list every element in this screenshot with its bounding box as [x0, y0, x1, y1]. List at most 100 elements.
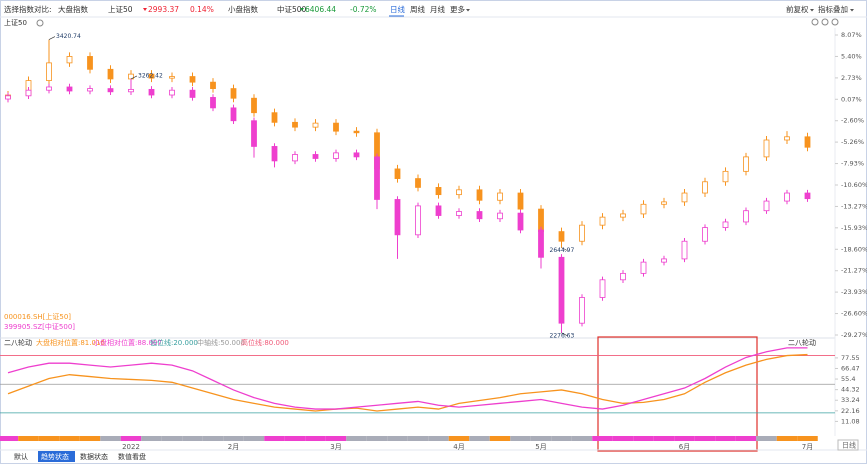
state-segment: [510, 436, 531, 441]
selection-box: [597, 336, 758, 452]
candle-body: [292, 154, 298, 162]
candle-body: [251, 120, 257, 147]
y-tick-label: -29.27%: [841, 331, 867, 339]
candle-body: [107, 68, 114, 80]
legend-entry: 大盘相对位置:81.016: [36, 338, 105, 347]
overlay-menu[interactable]: 指标叠加: [818, 4, 848, 14]
candle-body: [804, 192, 811, 200]
y-tick-label: 11.08: [841, 417, 860, 425]
candle-body: [661, 201, 667, 205]
state-segment: [182, 436, 203, 441]
annotation: 2276.63: [550, 332, 575, 339]
candle-body: [681, 240, 688, 260]
y-tick-label: -21.27%: [841, 267, 867, 275]
candle-body: [558, 231, 565, 242]
candle-body: [517, 212, 524, 231]
state-segment: [0, 436, 19, 441]
candle-body: [271, 112, 278, 123]
state-segment: [592, 436, 613, 441]
period-tab[interactable]: 日线: [390, 4, 405, 14]
selector-icon[interactable]: [36, 19, 44, 27]
candle-body: [661, 258, 667, 263]
compare-label: 选择指数对比:: [4, 4, 52, 14]
annotation: 3420.74: [56, 33, 81, 40]
candle-body: [599, 216, 606, 226]
candle-body: [25, 89, 32, 97]
legend-entry: 000016.SH[上证50]: [4, 312, 71, 321]
info-icon[interactable]: [811, 18, 819, 26]
x-tick-label: 5月: [535, 443, 546, 451]
candle-body: [333, 152, 339, 159]
state-segment: [612, 436, 634, 441]
state-segment: [100, 436, 121, 441]
state-segment: [18, 436, 39, 441]
tab[interactable]: 趋势状态: [41, 452, 69, 461]
tab[interactable]: 数值看盘: [118, 452, 146, 461]
state-segment: [346, 436, 367, 441]
candle-body: [476, 189, 483, 201]
x-tick-label: 6月: [679, 443, 690, 451]
state-segment: [469, 436, 490, 441]
candle-body: [107, 88, 114, 93]
large-label: 大盘指数: [58, 4, 88, 14]
y-tick-label: 22.16: [841, 407, 860, 415]
candle-body: [702, 227, 708, 242]
tab[interactable]: 默认: [14, 452, 28, 461]
state-segment: [694, 436, 716, 441]
state-segment: [264, 436, 285, 441]
y-tick-label: -15.93%: [841, 224, 867, 232]
candle-body: [702, 181, 708, 194]
candle-body: [353, 130, 360, 134]
state-segment: [428, 436, 449, 441]
annotation-leader: [130, 75, 138, 80]
candle-body: [394, 168, 401, 179]
indicator-title: 二八轮动: [788, 338, 816, 347]
legend-entry: 高位线:80.000: [241, 338, 289, 347]
state-segment: [715, 436, 736, 441]
legend-entry: 小盘相对位置:88.007: [93, 338, 162, 347]
dropdown-arrow: [466, 9, 470, 12]
small-index[interactable]: 中证500: [277, 4, 307, 14]
period-tab[interactable]: 更多: [450, 4, 465, 14]
candle-body: [374, 156, 380, 200]
candle-body: [210, 81, 216, 89]
state-segment: [653, 436, 675, 441]
candle-body: [681, 192, 688, 203]
state-segment: [551, 436, 572, 441]
state-segment: [325, 436, 347, 441]
candle-body: [579, 224, 585, 242]
index-selector[interactable]: 上证50: [4, 18, 27, 27]
state-segment: [530, 436, 552, 441]
period-button[interactable]: [837, 439, 859, 451]
large-change: 0.14%: [190, 5, 214, 14]
period-tab[interactable]: 周线: [410, 4, 425, 14]
close-icon[interactable]: [831, 18, 839, 26]
down-arrow: [300, 8, 304, 11]
state-segment: [59, 436, 80, 441]
state-segment: [674, 436, 695, 441]
period-button-label[interactable]: 日线: [842, 441, 856, 450]
state-segment: [79, 436, 101, 441]
candle-body: [46, 62, 52, 81]
tab[interactable]: 数据状态: [80, 452, 108, 461]
y-tick-label: -10.60%: [841, 181, 867, 189]
candle-body: [640, 261, 647, 274]
adjust-menu[interactable]: 前复权: [786, 4, 809, 14]
large-index[interactable]: 上证50: [108, 5, 133, 14]
state-segment: [366, 436, 388, 441]
period-tab[interactable]: 月线: [430, 4, 445, 14]
tab-active[interactable]: [38, 451, 75, 462]
annotation: 3262.42: [138, 72, 163, 79]
candle-body: [497, 192, 503, 201]
candle-body: [640, 203, 647, 215]
candle-body: [353, 152, 360, 158]
small-price: 6406.44: [305, 5, 336, 14]
state-segment: [489, 436, 511, 441]
candle-body: [333, 122, 339, 132]
small-change: -0.72%: [350, 5, 377, 14]
candle-body: [148, 88, 155, 96]
y-tick-label: 77.55: [841, 354, 860, 362]
candle-body: [784, 192, 790, 202]
settings-icon[interactable]: [821, 18, 829, 26]
candle-body: [804, 136, 811, 148]
